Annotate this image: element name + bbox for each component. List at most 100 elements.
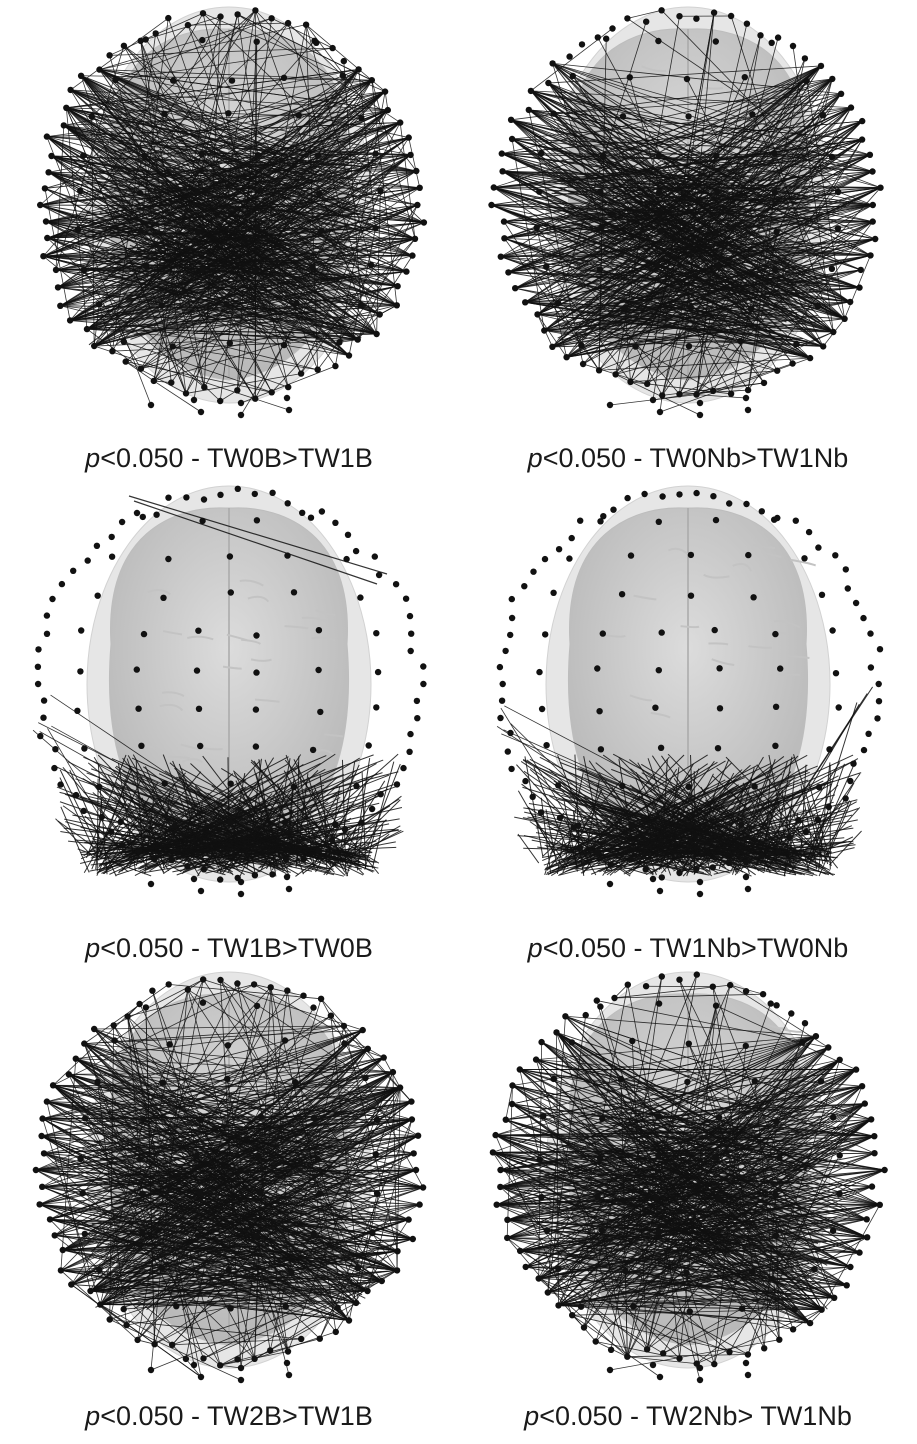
electrode-node <box>867 252 873 258</box>
electrode-node <box>40 715 46 721</box>
electrode-node <box>612 371 618 377</box>
electrode-node <box>697 412 703 418</box>
electrode-node <box>749 1268 755 1274</box>
electrode-node <box>134 666 140 672</box>
electrode-node <box>711 1361 717 1367</box>
electrode-node <box>597 189 603 195</box>
electrode-node <box>743 859 749 865</box>
electrode-node <box>860 615 866 621</box>
electrode-node <box>618 1076 624 1082</box>
electrode-node <box>228 589 234 595</box>
electrode-node <box>311 1231 317 1237</box>
electrode-node <box>829 76 835 82</box>
electrode-node <box>845 585 851 591</box>
electrode-node <box>826 746 832 752</box>
electrode-node <box>373 331 379 337</box>
electrode-node <box>121 1306 127 1312</box>
electrode-node <box>382 88 388 94</box>
electrode-node <box>200 976 206 982</box>
electrode-node <box>684 76 690 82</box>
electrode-node <box>141 153 147 159</box>
electrode-node <box>285 1348 291 1354</box>
electrode-node <box>578 342 584 348</box>
electrode-node <box>550 590 556 596</box>
electrode-node <box>595 34 601 40</box>
electrode-node <box>772 631 778 637</box>
electrode-node <box>252 872 258 878</box>
electrode-node <box>712 627 718 633</box>
electrode-node <box>807 1320 813 1326</box>
electrode-node <box>148 402 154 408</box>
connectivity-head-plot <box>459 965 917 1385</box>
electrode-node <box>874 715 880 721</box>
electrode-node <box>610 507 616 513</box>
electrode-node <box>499 168 505 174</box>
electrode-node <box>199 266 205 272</box>
threshold: <0.050 <box>100 1401 183 1431</box>
electrode-node <box>512 285 518 291</box>
electrode-node <box>693 490 699 496</box>
electrode-node <box>676 13 682 19</box>
electrode-node <box>159 1079 165 1085</box>
electrode-node <box>494 1202 500 1208</box>
electrode-node <box>581 1324 587 1330</box>
electrode-node <box>789 360 795 366</box>
electrode-node <box>657 228 663 234</box>
electrode-node <box>804 78 810 84</box>
electrode-node <box>654 262 660 268</box>
electrode-node <box>716 665 722 671</box>
electrode-node <box>238 1365 244 1371</box>
electrode-node <box>577 518 583 524</box>
electrode-node <box>254 517 260 523</box>
electrode-node <box>657 888 663 894</box>
electrode-node <box>257 187 263 193</box>
electrode-node <box>488 202 494 208</box>
electrode-node <box>403 596 409 602</box>
electrode-node <box>650 1362 656 1368</box>
electrode-node <box>643 19 649 25</box>
electrode-node <box>44 612 50 618</box>
electrode-node <box>184 863 190 869</box>
electrode-node <box>353 783 359 789</box>
electrode-node <box>148 881 154 887</box>
electrode-node <box>196 706 202 712</box>
electrode-node <box>491 184 497 190</box>
electrode-node <box>549 344 555 350</box>
electrode-node <box>194 667 200 673</box>
electrode-node <box>542 631 548 637</box>
electrode-node <box>641 491 647 497</box>
electrode-node <box>138 38 144 44</box>
electrode-node <box>551 110 557 116</box>
electrode-node <box>148 1367 154 1373</box>
electrode-node <box>830 1228 836 1234</box>
electrode-node <box>659 973 665 979</box>
electrode-node <box>697 891 703 897</box>
electrode-node <box>394 1267 400 1273</box>
electrode-node <box>284 874 290 880</box>
electrode-node <box>499 150 505 156</box>
electrode-node <box>600 630 606 636</box>
comparison-label: - TW0B>TW1B <box>184 443 373 473</box>
electrode-node <box>543 264 549 270</box>
electrode-node <box>522 778 528 784</box>
electrode-node <box>775 34 781 40</box>
electrode-node <box>253 1233 259 1239</box>
electrode-node <box>53 267 59 273</box>
electrode-node <box>848 104 854 110</box>
electrode-node <box>786 834 792 840</box>
electrode-node <box>234 980 240 986</box>
electrode-node <box>151 1341 157 1347</box>
electrode-node <box>313 40 319 46</box>
electrode-node <box>291 784 297 790</box>
electrode-node <box>96 1267 102 1273</box>
electrode-node <box>877 1202 883 1208</box>
electrode-node <box>499 698 505 704</box>
electrode-node <box>509 615 515 621</box>
electrode-node <box>251 1356 257 1362</box>
electrode-node <box>686 1041 692 1047</box>
electrode-node <box>340 73 346 79</box>
electrode-node <box>166 1041 172 1047</box>
electrode-node <box>801 555 807 561</box>
comparison-label: - TW1Nb>TW0Nb <box>626 933 848 963</box>
electrode-node <box>710 864 716 870</box>
